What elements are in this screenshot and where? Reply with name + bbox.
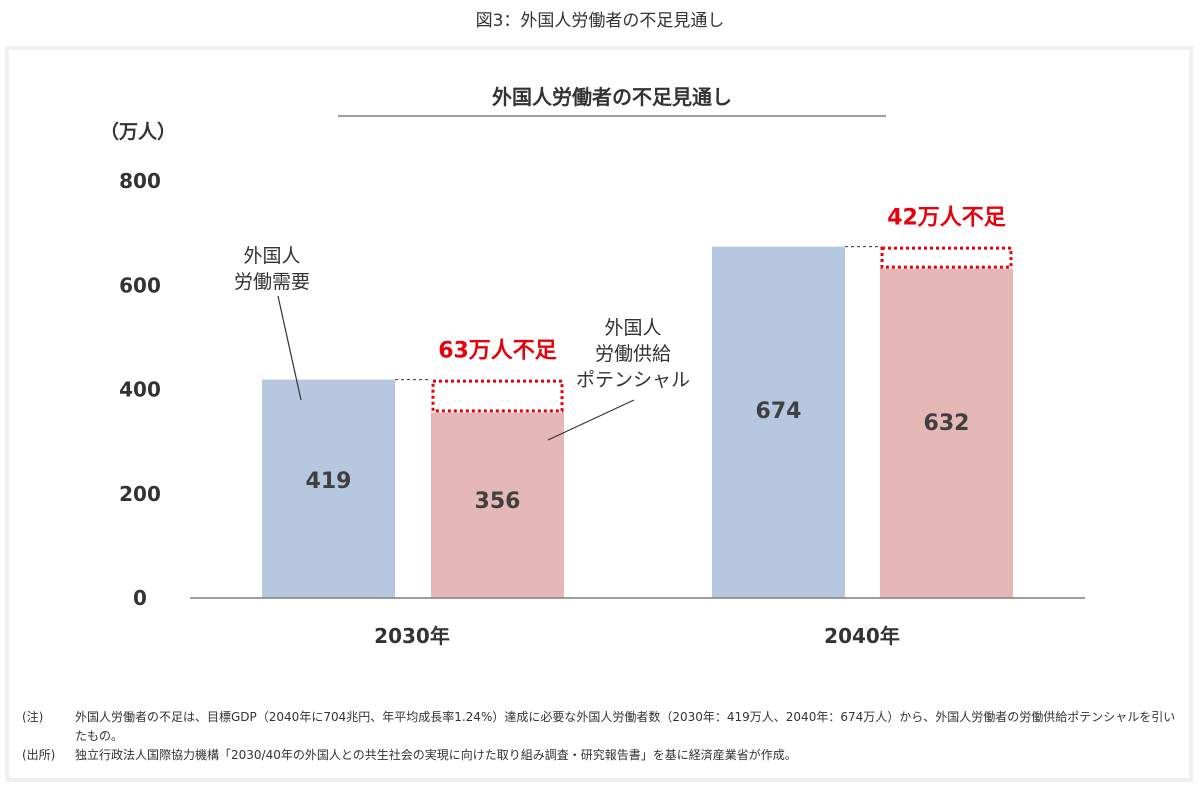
- source-row: (出所) 独立行政法人国際協力機構「2030/40年の外国人との共生社会の実現に…: [22, 746, 1182, 765]
- bar-value-label: 419: [306, 469, 352, 494]
- bar-value-label: 356: [475, 489, 521, 514]
- y-tick-label: 400: [119, 378, 161, 402]
- y-tick-label: 600: [119, 273, 161, 297]
- source-key: (出所): [22, 748, 56, 762]
- supply-bar: [431, 412, 564, 598]
- note-key: (注): [22, 710, 44, 724]
- demand-callout-line: [277, 295, 302, 401]
- shortfall-label: 63万人不足: [438, 339, 557, 364]
- y-tick-label: 0: [133, 586, 147, 610]
- unit-label: （万人）: [100, 120, 176, 143]
- notes: (注) 外国人労働者の不足は、目標GDP（2040年に704兆円、年平均成長率1…: [22, 708, 1182, 765]
- demand-bar: [712, 246, 845, 599]
- x-category-label: 2040年: [824, 624, 900, 648]
- shortfall-label: 42万人不足: [887, 206, 1006, 231]
- demand-bar: [262, 379, 395, 598]
- bar-chart: 外国人労働者の不足見通し （万人） 0 200 400 600 800 419 356 63万人不…: [100, 85, 1085, 648]
- supply-callout-label: ポテンシャル: [576, 369, 690, 391]
- page-caption: 図3：外国人労働者の不足見通し: [475, 11, 725, 31]
- supply-bar: [880, 268, 1013, 598]
- shortfall-box: [431, 379, 564, 413]
- chart-title: 外国人労働者の不足見通し: [492, 85, 732, 109]
- y-tick-label: 800: [119, 169, 161, 193]
- x-category-label: 2030年: [374, 624, 450, 648]
- bar-value-label: 674: [756, 399, 802, 424]
- source-text: 独立行政法人国際協力機構「2030/40年の外国人との共生社会の実現に向けた取り…: [75, 748, 797, 762]
- supply-callout-label: 労働供給: [595, 343, 671, 365]
- bar-value-label: 632: [924, 411, 970, 436]
- note-text: 外国人労働者の不足は、目標GDP（2040年に704兆円、年平均成長率1.24%…: [75, 710, 1176, 743]
- supply-callout-label: 外国人: [604, 317, 661, 339]
- demand-callout-label: 労働需要: [234, 271, 310, 293]
- note-row: (注) 外国人労働者の不足は、目標GDP（2040年に704兆円、年平均成長率1…: [22, 708, 1182, 746]
- supply-callout-line: [547, 399, 635, 441]
- demand-callout-label: 外国人: [243, 245, 300, 267]
- y-tick-label: 200: [119, 482, 161, 506]
- shortfall-box: [880, 246, 1013, 269]
